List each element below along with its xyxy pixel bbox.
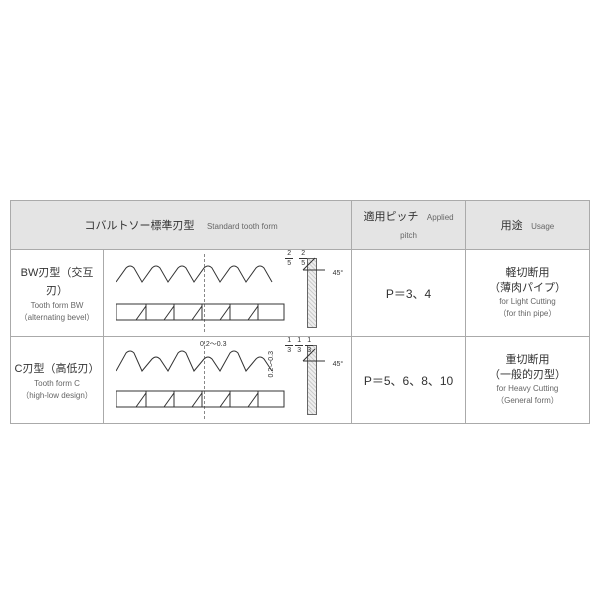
label-bw-main: BW刃型（交互刃） — [21, 267, 94, 297]
usage-bw-jp1: 軽切断用 — [468, 266, 587, 280]
usage-c-jp2: （一般的刃型） — [468, 368, 587, 382]
tooth-profile-top-icon — [116, 262, 286, 284]
header-usage: 用途 Usage — [465, 201, 589, 250]
usage-bw-en1: for Light Cutting — [468, 297, 587, 307]
header-tooth-form: コバルトソー標準刃型 Standard tooth form — [11, 201, 352, 250]
usage-c-jp1: 重切断用 — [468, 353, 587, 367]
table-header-row: コバルトソー標準刃型 Standard tooth form 適用ピッチ App… — [11, 201, 590, 250]
usage-bw-jp2: （薄肉パイプ） — [468, 281, 587, 295]
table-row: C刃型（高低刃） Tooth form C （high-low design） — [11, 337, 590, 424]
label-cell-c: C刃型（高低刃） Tooth form C （high-low design） — [11, 337, 104, 424]
label-c-main: C刃型（高低刃） — [15, 363, 100, 375]
usage-cell-bw: 軽切断用 （薄肉パイプ） for Light Cutting （for thin… — [465, 250, 589, 337]
angle-label: 45° — [333, 361, 344, 368]
label-bw-sub1: Tooth form BW — [13, 301, 101, 310]
fraction-label: 13 — [285, 337, 293, 354]
header-pitch: 適用ピッチ Applied pitch — [352, 201, 466, 250]
gap-note-v: 0.2～0.3 — [267, 351, 277, 377]
usage-cell-c: 重切断用 （一般的刃型） for Heavy Cutting （General … — [465, 337, 589, 424]
header-tooth-form-jp: コバルトソー標準刃型 — [85, 220, 195, 232]
diagram-cell-bw: 45° 25 25 — [104, 250, 352, 337]
tooth-profile-bottom-icon — [116, 387, 286, 411]
pitch-cell-c: P＝5、6、8、10 — [352, 337, 466, 424]
header-pitch-jp: 適用ピッチ — [363, 211, 418, 223]
label-cell-bw: BW刃型（交互刃） Tooth form BW （alternating bev… — [11, 250, 104, 337]
tooth-profile-top-icon — [116, 349, 286, 375]
diagram-cell-c: 0.2～0.3 0.2～0.3 45° 13 13 — [104, 337, 352, 424]
diagram-c: 0.2～0.3 0.2～0.3 45° 13 13 — [104, 337, 351, 423]
label-c-sub2: （high-low design） — [13, 390, 101, 401]
header-usage-en: Usage — [531, 222, 554, 231]
fraction-label: 13 — [295, 337, 303, 354]
usage-c-en1: for Heavy Cutting — [468, 384, 587, 394]
header-tooth-form-en: Standard tooth form — [207, 222, 278, 231]
tooth-profile-bottom-icon — [116, 300, 286, 324]
usage-c-en2: （General form） — [468, 396, 587, 406]
fraction-label: 25 — [285, 250, 293, 267]
table-row: BW刃型（交互刃） Tooth form BW （alternating bev… — [11, 250, 590, 337]
gap-note-h: 0.2～0.3 — [200, 339, 226, 349]
fraction-label: 25 — [299, 250, 307, 267]
pitch-cell-bw: P＝3、4 — [352, 250, 466, 337]
header-usage-jp: 用途 — [501, 220, 523, 232]
fraction-label: 13 — [305, 337, 313, 354]
tooth-form-table: コバルトソー標準刃型 Standard tooth form 適用ピッチ App… — [10, 200, 590, 424]
diagram-bw: 45° 25 25 — [104, 250, 351, 336]
label-bw-sub2: （alternating bevel） — [13, 312, 101, 323]
angle-label: 45° — [333, 270, 344, 277]
label-c-sub1: Tooth form C — [13, 379, 101, 388]
usage-bw-en2: （for thin pipe） — [468, 309, 587, 319]
